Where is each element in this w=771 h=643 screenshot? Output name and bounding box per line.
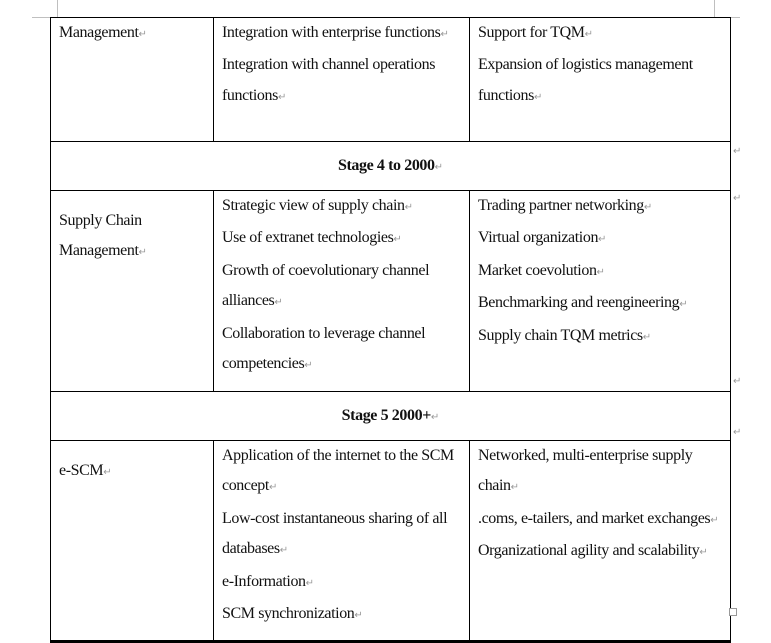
table-row: Management↵ Integration with enterprise … <box>50 17 731 142</box>
stage-header-row: Stage 4 to 2000↵ <box>50 141 731 191</box>
stage-cell: Supply Chain Management↵ <box>50 190 214 392</box>
row-end-mark: ↵ <box>733 193 742 204</box>
supply-chain-stages-table: Management↵ Integration with enterprise … <box>50 17 731 643</box>
stage-header-row: Stage 5 2000+↵ <box>50 391 731 441</box>
margin-corner-mark-right <box>714 0 715 17</box>
table-row: e-SCM↵ Application of the internet to th… <box>50 440 731 643</box>
margin-corner-mark-left <box>32 17 57 18</box>
features-cell: Support for TQM↵ Expansion of logistics … <box>469 17 731 142</box>
row-end-mark: ↵ <box>733 146 742 157</box>
stage-5-header: Stage 5 2000+↵ <box>50 391 731 441</box>
stage-4-header: Stage 4 to 2000↵ <box>50 141 731 191</box>
features-cell: Trading partner networking↵ Virtual orga… <box>469 190 731 392</box>
stage-cell: Management↵ <box>50 17 214 142</box>
stage-cell: e-SCM↵ <box>50 440 214 643</box>
characteristics-cell: Application of the internet to the SCM c… <box>213 440 470 643</box>
table-resize-handle[interactable] <box>729 608 737 616</box>
features-cell: Networked, multi-enterprise supply chain… <box>469 440 731 643</box>
table-row: Supply Chain Management↵ Strategic view … <box>50 190 731 392</box>
row-end-mark: ↵ <box>733 427 742 438</box>
characteristics-cell: Strategic view of supply chain↵ Use of e… <box>213 190 470 392</box>
margin-corner-mark-left <box>57 0 58 17</box>
characteristics-cell: Integration with enterprise functions↵ I… <box>213 17 470 142</box>
row-end-mark: ↵ <box>733 376 742 387</box>
